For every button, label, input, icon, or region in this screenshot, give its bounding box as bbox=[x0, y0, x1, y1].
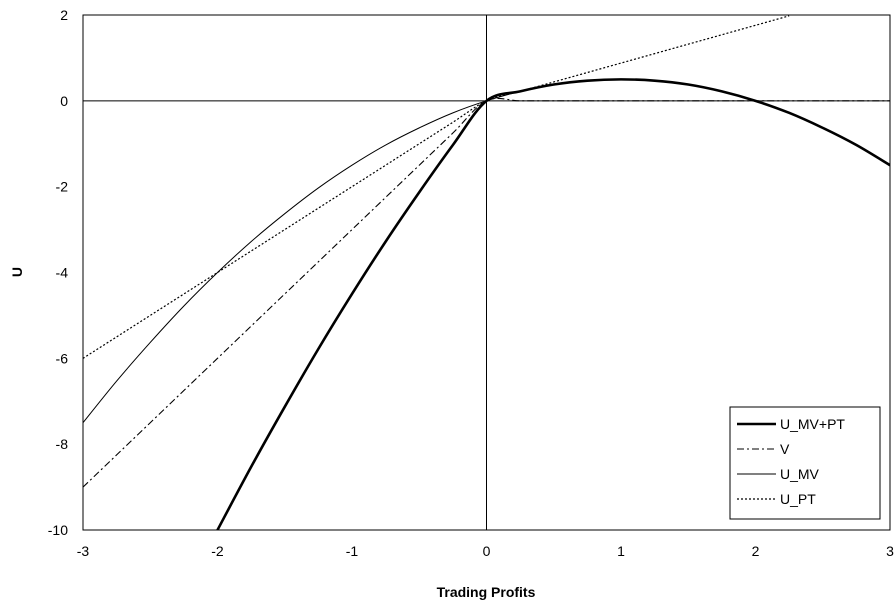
y-tick-label: 0 bbox=[60, 93, 68, 109]
y-tick-label: -6 bbox=[56, 350, 69, 366]
legend-label: U_MV+PT bbox=[780, 416, 845, 432]
legend: U_MV+PT V U_MV U_PT bbox=[729, 406, 881, 520]
x-tick-label: -3 bbox=[77, 543, 90, 559]
y-tick-label: -8 bbox=[56, 436, 69, 452]
legend-items: U_MV+PT V U_MV U_PT bbox=[737, 416, 845, 507]
series-line-u-mv-pt bbox=[216, 78, 890, 530]
x-axis-title: Trading Profits bbox=[437, 584, 536, 600]
x-tick-labels: -3 -2 -1 0 1 2 3 bbox=[77, 543, 894, 559]
series-line-u-pt bbox=[83, 15, 790, 359]
y-tick-labels: 2 0 -2 -4 -6 -8 -10 bbox=[48, 7, 68, 538]
x-tick-label: 1 bbox=[617, 543, 625, 559]
x-tick-label: 2 bbox=[752, 543, 760, 559]
y-tick-label: -10 bbox=[48, 522, 68, 538]
legend-label: U_MV bbox=[780, 466, 820, 482]
legend-label: V bbox=[780, 441, 790, 457]
y-axis-title: U bbox=[9, 267, 25, 277]
y-tick-label: -4 bbox=[56, 265, 69, 281]
x-tick-label: 3 bbox=[886, 543, 894, 559]
y-tick-label: 2 bbox=[60, 7, 68, 23]
series-layer bbox=[83, 15, 890, 530]
x-tick-label: -1 bbox=[346, 543, 359, 559]
y-tick-label: -2 bbox=[56, 179, 69, 195]
x-tick-label: 0 bbox=[483, 543, 491, 559]
legend-box bbox=[729, 406, 881, 520]
legend-label: U_PT bbox=[780, 491, 816, 507]
x-tick-label: -2 bbox=[211, 543, 224, 559]
